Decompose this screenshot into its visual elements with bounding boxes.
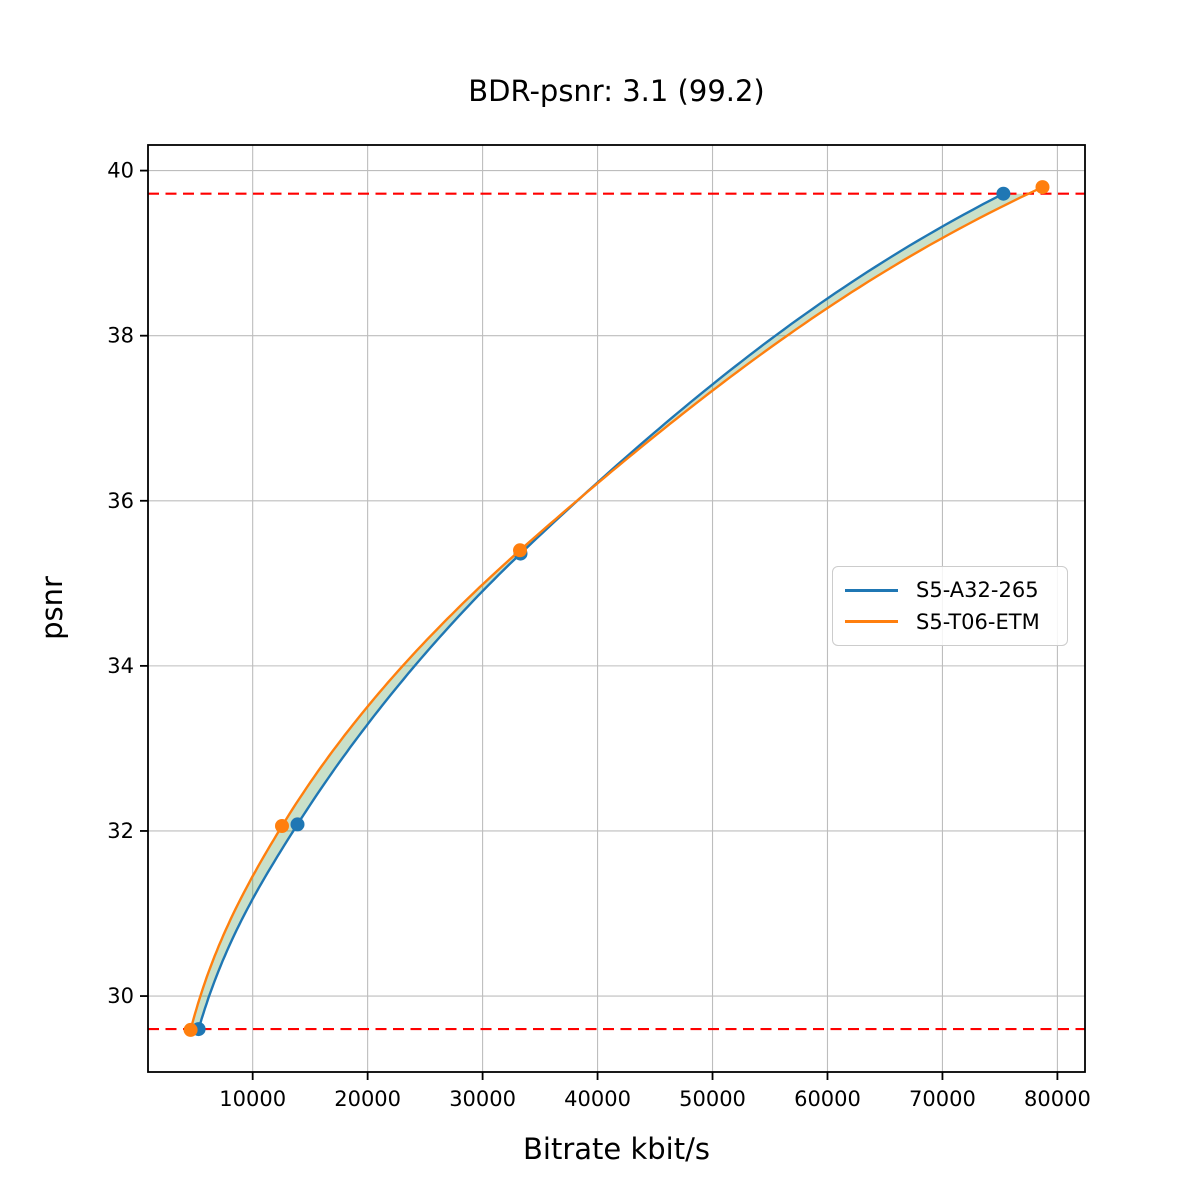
svg-text:60000: 60000 bbox=[794, 1087, 861, 1111]
legend-item: S5-T06-ETM bbox=[845, 610, 1055, 634]
tick-marks bbox=[140, 169, 1059, 1080]
data-point bbox=[996, 186, 1011, 201]
svg-text:30: 30 bbox=[107, 984, 134, 1008]
svg-text:50000: 50000 bbox=[679, 1087, 746, 1111]
data-point bbox=[275, 819, 289, 833]
tick-labels: 10000 20000 30000 40000 50000 60000 70000 80000… bbox=[107, 159, 1091, 1111]
legend-label: S5-T06-ETM bbox=[916, 609, 1040, 634]
svg-text:34: 34 bbox=[107, 654, 134, 678]
svg-text:40000: 40000 bbox=[564, 1087, 631, 1111]
svg-text:70000: 70000 bbox=[909, 1087, 976, 1111]
svg-text:30000: 30000 bbox=[449, 1087, 516, 1111]
svg-text:10000: 10000 bbox=[219, 1087, 286, 1111]
gridlines bbox=[148, 145, 1085, 1072]
series-S5-T06-ETM bbox=[183, 180, 1050, 1037]
data-point bbox=[290, 817, 305, 832]
svg-text:36: 36 bbox=[107, 489, 134, 513]
svg-text:20000: 20000 bbox=[334, 1087, 401, 1111]
svg-text:40: 40 bbox=[107, 159, 134, 183]
plot-border bbox=[147, 144, 1086, 1073]
legend-item: S5-A32-265 bbox=[845, 578, 1055, 602]
chart-title: BDR-psnr: 3.1 (99.2) bbox=[468, 74, 765, 108]
data-point bbox=[513, 543, 527, 558]
legend-label: S5-A32-265 bbox=[916, 578, 1039, 603]
svg-text:38: 38 bbox=[107, 324, 134, 348]
legend: S5-A32-265 S5-T06-ETM bbox=[832, 566, 1068, 646]
x-axis-label: Bitrate kbit/s bbox=[523, 1132, 710, 1166]
psnr-range-hlines bbox=[148, 192, 1085, 1031]
y-axis-label: psnr bbox=[35, 576, 69, 640]
legend-line-swatch-orange bbox=[845, 620, 898, 624]
legend-line-swatch-blue bbox=[845, 588, 898, 592]
svg-text:32: 32 bbox=[107, 819, 134, 843]
svg-text:80000: 80000 bbox=[1024, 1087, 1091, 1111]
data-point bbox=[1035, 180, 1050, 195]
data-point bbox=[183, 1022, 198, 1037]
